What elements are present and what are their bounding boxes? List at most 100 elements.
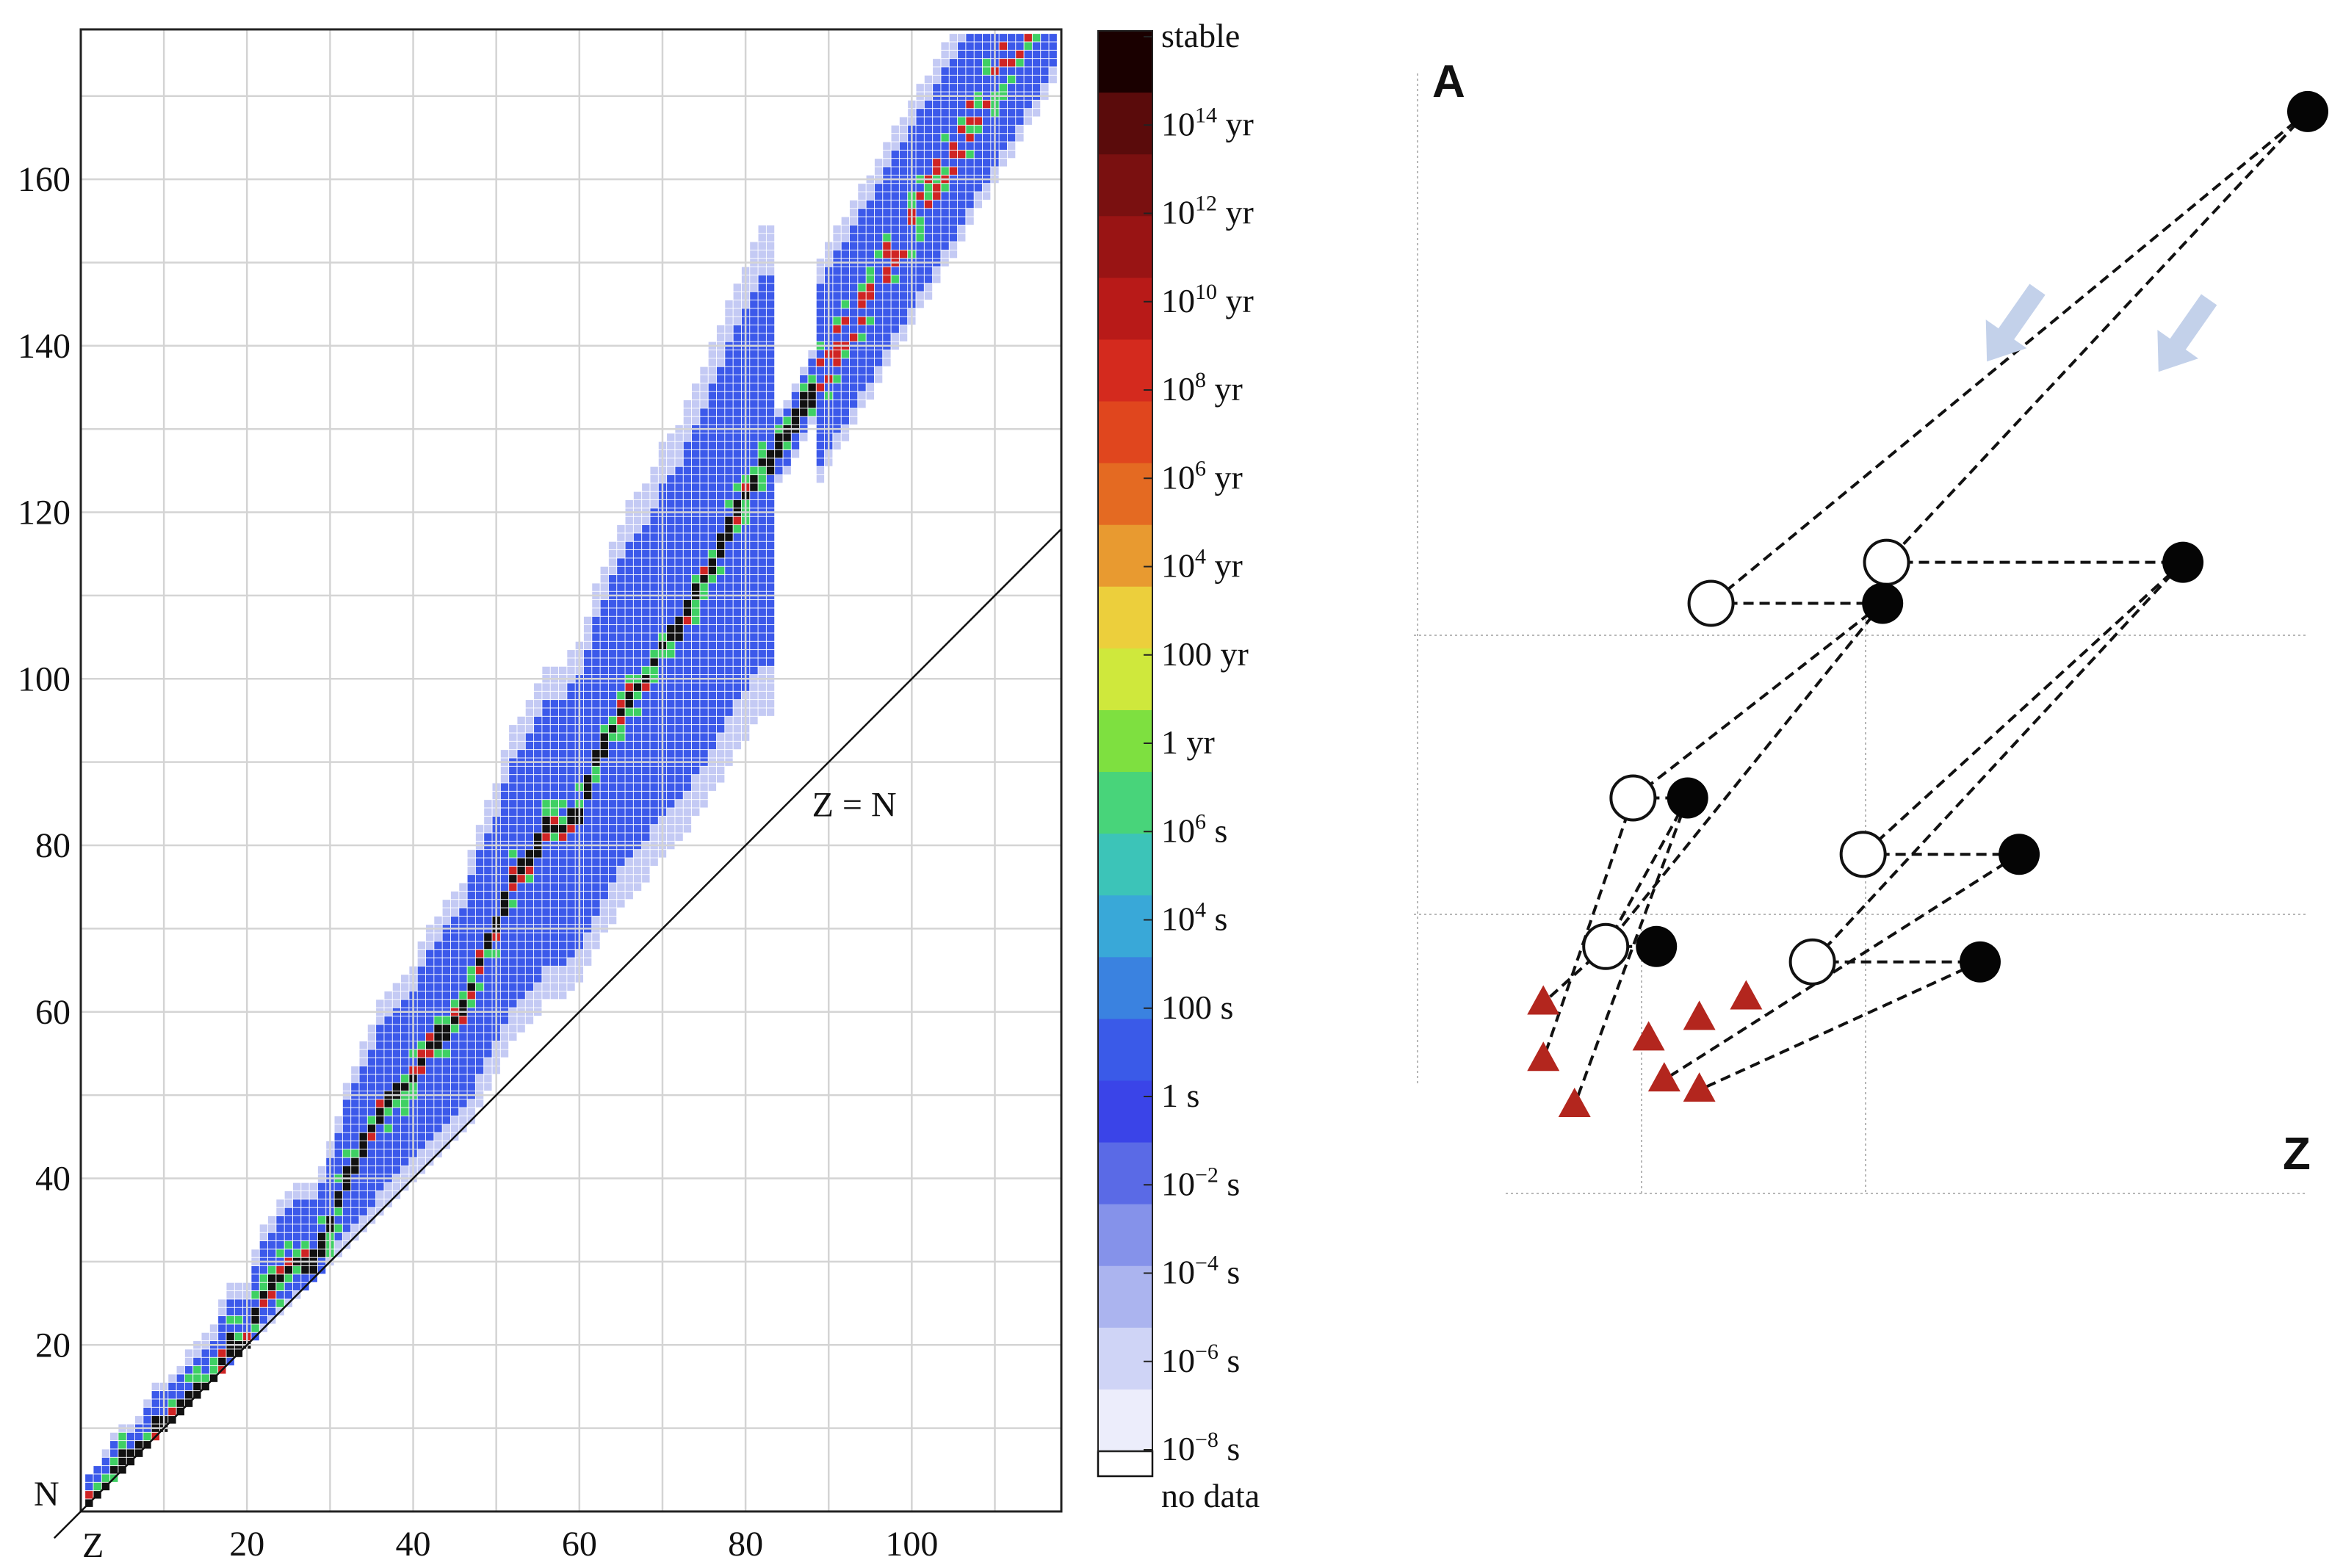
- nuclide-cell: [392, 1108, 401, 1116]
- nuclide-cell: [342, 1116, 351, 1124]
- nuclide-cell: [716, 608, 725, 616]
- nuclide-cell: [234, 1316, 243, 1324]
- nuclide-cell: [359, 1108, 367, 1116]
- nuclide-cell: [359, 1157, 367, 1166]
- nuclide-cell: [708, 616, 717, 625]
- nuclide-cell: [617, 900, 625, 908]
- nuclide-cell: [766, 516, 775, 525]
- nuclide-cell: [558, 958, 567, 966]
- nuclide-cell: [567, 700, 575, 708]
- nuclide-cell: [949, 50, 958, 59]
- nuclide-cell: [193, 1374, 201, 1382]
- nuclide-cell: [534, 933, 542, 941]
- nuclide-cell: [750, 400, 758, 408]
- nuclide-cell: [525, 825, 534, 833]
- nuclide-cell: [276, 1240, 284, 1249]
- nuclide-cell: [625, 525, 633, 533]
- nuclide-cell: [434, 1049, 442, 1058]
- nuclide-cell: [725, 317, 733, 325]
- nuclide-cell: [766, 566, 775, 575]
- x-tick-label: 100: [885, 1525, 938, 1564]
- dashed-link: [1604, 797, 1689, 947]
- nuclide-cell: [517, 900, 525, 908]
- chart-grid: [81, 29, 1061, 1511]
- colorbar-band: [1098, 93, 1152, 156]
- nuclide-cell: [691, 700, 700, 708]
- nuclide-cell: [558, 983, 567, 991]
- nuclide-cell: [716, 466, 725, 475]
- nuclide-cell: [642, 716, 650, 725]
- nuclide-cell: [700, 741, 708, 750]
- nuclide-cell: [725, 358, 733, 366]
- nuclide-cell: [1016, 134, 1024, 142]
- nuclide-cell: [484, 800, 492, 808]
- nuclide-cell: [509, 908, 517, 916]
- nuclide-cell: [567, 908, 575, 916]
- nuclide-cell: [800, 433, 808, 441]
- nuclide-cell: [816, 350, 825, 358]
- nuclide-cell: [633, 616, 642, 625]
- nuclide-cell: [667, 825, 675, 833]
- nuclide-cell: [866, 383, 874, 391]
- nuclide-cell: [467, 1099, 475, 1108]
- nuclide-cell: [733, 516, 741, 525]
- nuclide-cell: [617, 816, 625, 825]
- nuclide-cell: [775, 466, 783, 475]
- nuclide-cell: [558, 883, 567, 891]
- nuclide-cell: [758, 641, 766, 650]
- nuclide-cell: [700, 800, 708, 808]
- nuclide-cell: [958, 159, 966, 167]
- y-tick-label: 160: [18, 160, 71, 199]
- z-equals-n-diagonal: [53, 528, 1062, 1539]
- nuclide-cell: [650, 533, 658, 541]
- nuclide-cell: [517, 716, 525, 725]
- nuclide-cell: [966, 67, 974, 75]
- nuclide-cell: [550, 800, 559, 808]
- nuclide-cell: [600, 775, 608, 783]
- nuclide-cell: [550, 725, 559, 733]
- nuclide-cell: [849, 408, 858, 416]
- nuclide-cell: [750, 433, 758, 441]
- nuclide-cell: [691, 533, 700, 541]
- nuclide-cell: [858, 317, 866, 325]
- nuclide-cell: [525, 783, 534, 791]
- nuclide-cell: [700, 541, 708, 550]
- nuclide-cell: [683, 625, 692, 633]
- nuclide-cell: [833, 416, 841, 425]
- nuclide-cell: [650, 825, 658, 833]
- nuclide-cell: [766, 483, 775, 491]
- nuclide-cell: [683, 750, 692, 758]
- nuclide-cell: [750, 366, 758, 375]
- nuclide-cell: [691, 550, 700, 558]
- nuclide-cell: [783, 433, 791, 441]
- x-tick-label: 60: [562, 1525, 597, 1564]
- nuclide-cell: [301, 1191, 309, 1199]
- nuclide-cell: [758, 474, 766, 483]
- nuclide-cell: [775, 441, 783, 450]
- nuclide-cell: [675, 449, 683, 458]
- colorbar-band: [1098, 1389, 1152, 1452]
- nuclide-cell: [442, 1132, 451, 1141]
- nuclide-cell: [750, 333, 758, 342]
- nuclide-cell: [700, 583, 708, 591]
- nuclide-cell: [600, 900, 608, 908]
- nuclide-cell: [691, 474, 700, 483]
- nuclide-cell: [417, 1041, 426, 1049]
- nuclide-cell: [633, 741, 642, 750]
- nuclide-cell: [866, 225, 874, 234]
- nuclide-cell: [193, 1357, 201, 1366]
- nuclide-cell: [733, 375, 741, 383]
- nuclide-cell: [916, 142, 924, 150]
- nuclide-cell: [700, 791, 708, 800]
- nuclide-cell: [750, 325, 758, 333]
- nuclide-cell: [517, 783, 525, 791]
- nuclide-cell: [309, 1191, 317, 1199]
- nuclide-cell: [534, 816, 542, 825]
- nuclide-cell: [625, 550, 633, 558]
- nuclide-cell: [475, 966, 484, 975]
- nuclide-cell: [725, 616, 733, 625]
- nuclide-cell: [691, 733, 700, 741]
- nuclide-cell: [766, 234, 775, 242]
- nuclide-cell: [858, 184, 866, 192]
- nuclide-cell: [982, 125, 991, 134]
